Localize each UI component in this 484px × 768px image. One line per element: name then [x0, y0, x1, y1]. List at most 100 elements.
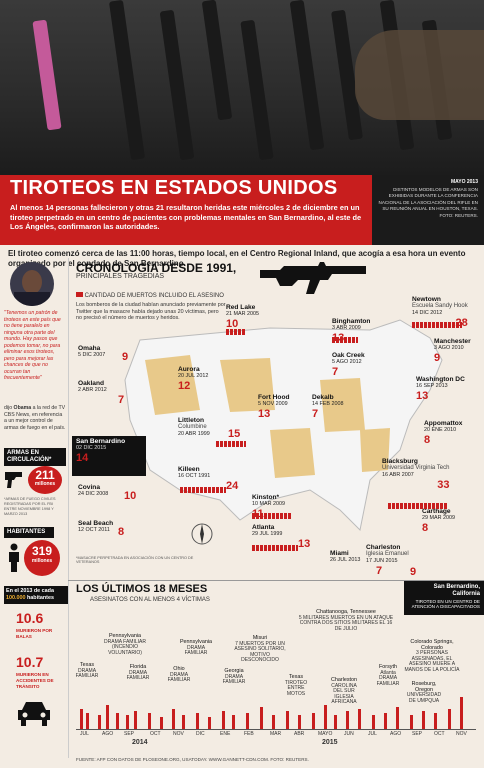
city-oakland: Oakland 2 ABR 2012 7: [78, 380, 125, 406]
timeline-event: Misuri 7 MUERTOS POR UN ASESINO SOLITARIO…: [234, 635, 286, 664]
city-washington-dc: Washington DC 16 SEP 2013 13: [416, 376, 465, 402]
photo-caption: DISTINTOS MODELOS DE ARMAS SON EXHIBIDAS…: [378, 187, 478, 218]
legend-text: CANTIDAD DE MUERTOS INCLUIDO EL ASESINO: [84, 293, 224, 299]
timeline-event: Charleston CAROLINA DEL SUR IGLESIA AFRIC…: [330, 677, 358, 706]
obama-photo: [10, 262, 54, 306]
timeline-event: Ohio DRAMA FAMILIAR: [167, 666, 191, 684]
timeline-event: Georgia DRAMA FAMILIAR: [222, 668, 246, 686]
divider: [68, 580, 484, 581]
quote-attribution: dijo Obama a la red de TV CBS News, en r…: [4, 405, 66, 431]
year-label: 2015: [322, 739, 338, 746]
city-san-bernardino: San Bernardino 02 DIC 2015 14: [76, 438, 126, 464]
habitantes-unit: millones: [31, 558, 53, 564]
photo-caption-box: MAYO 2013 DISTINTOS MODELOS DE ARMAS SON…: [372, 175, 484, 245]
month-label: FEB: [244, 731, 254, 737]
city-miami: Miami 26 JUL 2013: [330, 550, 361, 563]
en2013-box: En el 2013 de cada 100.000 habitantes: [4, 586, 68, 604]
month-label: JUL: [80, 731, 89, 737]
hero-photo: [0, 0, 484, 175]
count-bar: [332, 337, 358, 343]
timeline-highlight-box: San Bernardino, California TIROTEO EN UN…: [404, 581, 484, 615]
timeline-axis: [76, 729, 476, 730]
city-atlanta: Atlanta 29 JUL 1999 13: [252, 524, 311, 550]
armas-label: ARMAS EN CIRCULACIÓN*: [4, 448, 66, 466]
map-legend: CANTIDAD DE MUERTOS INCLUIDO EL ASESINO: [76, 292, 224, 299]
en2013-unit: habitantes: [27, 595, 54, 601]
city-carthage: Carthage 29 MAR 2009 8: [422, 508, 455, 534]
lead-text: Al menos 14 personas fallecieron y otras…: [10, 203, 362, 232]
timeline-event: Texas DRAMA FAMILIAR: [75, 662, 99, 680]
highlight-text: TIROTEO EN UN CENTRO DE ATENCIÓN A DISCA…: [411, 599, 480, 610]
month-label: ABR: [294, 731, 305, 737]
armas-value: 211: [35, 468, 55, 482]
attr-prefix: dijo: [4, 405, 13, 411]
map-title: CRONOLOGÍA DESDE 1991,: [76, 261, 237, 275]
month-label: AGO: [102, 731, 114, 737]
city-fort-hood: Fort Hood 5 NOV 2009 13: [258, 394, 290, 420]
city-oak-creek: Oak Creek 5 AGO 2012 7: [332, 352, 365, 378]
month-label: JUN: [344, 731, 354, 737]
count-bar: [412, 322, 462, 328]
armas-note: *ARMAS DE FUEGO CIVILES REGISTRADAS POR …: [4, 497, 56, 516]
month-label: SEP: [124, 731, 135, 737]
city-charleston: Charleston Iglesia Emanuel 17 JUN 2015: [366, 544, 409, 564]
timeline-event: Pennsylvania DRAMA FAMILIAR (INCENDIO VOL…: [104, 633, 146, 656]
habitantes-label: HABITANTES: [4, 527, 54, 538]
left-sidebar: [0, 258, 69, 758]
lead-box: [0, 201, 372, 245]
count-bar: [216, 441, 246, 447]
timeline-event: Texas TIROTEO ENTRE MOTOS: [284, 674, 308, 697]
timeline-event: Pennsylvania DRAMA FAMILIAR: [179, 639, 213, 657]
city-red-lake: Red Lake 21 MAR 2005 10: [226, 304, 259, 330]
timeline-bars: [76, 695, 476, 729]
en2013-label: En el 2013 de cada: [6, 588, 54, 594]
person-icon: [6, 543, 22, 573]
balas-value: 10.6: [16, 610, 44, 626]
timeline-event: Colorado Springs, Colorado 3 PERSONAS ASE…: [404, 639, 460, 673]
month-label: OCT: [150, 731, 161, 737]
city-blacksburg: Blacksburg Universidad Virginia Tech 16 AB…: [382, 458, 450, 491]
timeline-event: Chattanooga, Tennessee 5 MILITARES MUERTO…: [298, 609, 394, 632]
count-bar: [252, 513, 292, 519]
us-map: [70, 300, 484, 580]
city-manchester: Manchester 3 AGO 2010 9: [434, 338, 471, 364]
footer-source: FUENTE: AFP CON DATOS DE PLOSEONE.ORG, U…: [76, 757, 309, 762]
obama-quote: "Tenemos un patrón de tiroteos en este p…: [4, 310, 61, 381]
city-appomattox: Appomattox 20 ENE 2010 8: [424, 420, 463, 446]
map-subtitle: PRINCIPALES TRAGEDIAS: [76, 273, 165, 280]
armas-unit: millones: [34, 481, 56, 487]
transito-label: MURIERON EN ACCIDENTES DE TRÁNSITO: [16, 672, 54, 689]
city-seal-beach: Seal Beach 12 OCT 2011 8: [78, 520, 125, 538]
charleston-count: 9: [410, 566, 417, 578]
city-omaha: Omaha 5 DIC 2007 9: [78, 345, 129, 363]
count-bar: [180, 487, 226, 493]
month-label: JUL: [368, 731, 377, 737]
count-bar: [226, 329, 246, 335]
san-bernardino-box: [72, 436, 146, 476]
habitantes-circle: 319 millones: [24, 540, 60, 576]
month-label: MAR: [270, 731, 282, 737]
year-label: 2014: [132, 739, 148, 746]
city-littleton: Littleton Columbine 20 ABR 1999 15: [178, 417, 241, 440]
city-dekalb: Dekalb 14 FEB 2008 7: [312, 394, 344, 420]
intro-text: El tiroteo comenzó cerca de las 11:00 ho…: [8, 249, 466, 268]
timeline-event: Roseburg, Oregon UNIVERSIDAD DE UMPQUA: [406, 681, 442, 704]
page-title: TIROTEOS EN ESTADOS UNIDOS: [10, 177, 338, 199]
city-aurora: Aurora 20 JUL 2012 12: [178, 366, 209, 392]
timeline-event: Forsyth Atlanta DRAMA FAMILIAR: [376, 664, 400, 687]
title-bar: [0, 175, 372, 201]
city-killeen: Killeen 16 OCT 1991 24: [178, 466, 239, 492]
transito-value: 10.7: [16, 654, 44, 670]
en2013-value: 100.000: [6, 595, 26, 601]
photo-date: MAYO 2013: [450, 179, 478, 185]
attr-rest: a la red de TV CBS News, en referencia a…: [4, 405, 66, 431]
armas-circle: 211 millones: [28, 466, 62, 494]
timeline-title: LOS ÚLTIMOS 18 MESES: [76, 583, 208, 595]
month-label: NOV: [173, 731, 184, 737]
city-covina: Covina 24 DIC 2008 10: [78, 484, 137, 502]
miami-count: 7: [376, 565, 383, 577]
habitantes-value: 319: [31, 544, 53, 558]
map-footnote: *MASACRE PERPETRADA EN ASOCIACIÓN CON UN…: [76, 556, 194, 564]
month-label: AGO: [390, 731, 402, 737]
car-icon: [16, 700, 52, 728]
